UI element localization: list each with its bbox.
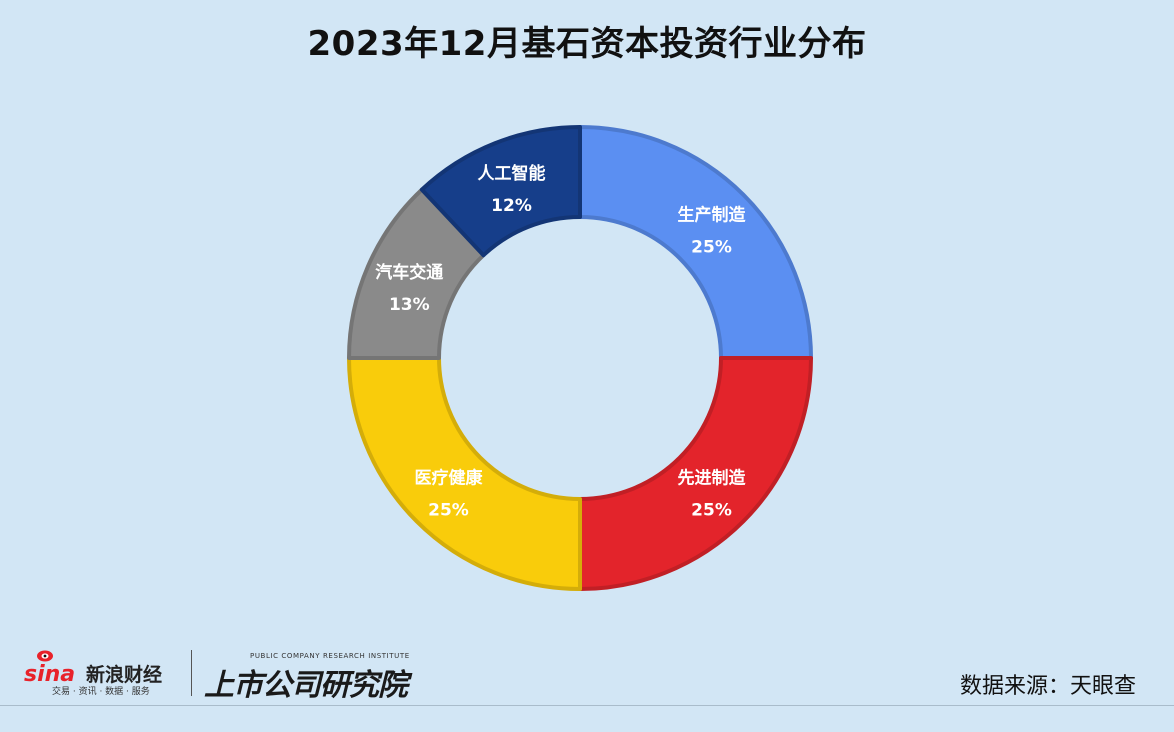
sina-tagline: 交易 · 资讯 · 数据 · 服务: [52, 687, 150, 697]
slice-label-0: 生产制造: [678, 204, 747, 225]
donut-slice-2: [347, 356, 582, 591]
slice-percent-0: 25%: [691, 237, 732, 257]
slice-percent-3: 13%: [389, 295, 430, 315]
institute-logo: PUBLIC COMPANY RESEARCH INSTITUTE 上市公司研究…: [204, 650, 424, 703]
sina-finance-name: 新浪财经: [86, 664, 163, 686]
slice-percent-1: 25%: [691, 501, 732, 521]
chart-title: 2023年12月基石资本投资行业分布: [307, 24, 867, 64]
slice-label-3: 汽车交通: [375, 262, 443, 283]
slice-label-1: 先进制造: [678, 468, 747, 489]
data-source: 数据来源：天眼查: [959, 674, 1136, 699]
slice-label-2: 医疗健康: [414, 468, 483, 489]
donut-slice-0: [578, 125, 813, 360]
sina-wordmark: sina: [24, 662, 76, 687]
sina-finance-logo: sina 新浪财经 交易 · 资讯 · 数据 · 服务: [22, 648, 182, 697]
logo-divider: [191, 650, 192, 696]
footer-divider: [0, 705, 1174, 706]
slice-label-4: 人工智能: [478, 163, 546, 184]
slice-percent-4: 12%: [491, 196, 532, 216]
institute-chinese-name: 上市公司研究院: [204, 668, 408, 703]
slice-percent-2: 25%: [428, 501, 469, 521]
institute-english-name: PUBLIC COMPANY RESEARCH INSTITUTE: [250, 652, 410, 660]
sina-eye-icon: [37, 650, 53, 662]
donut-slice-4: [419, 125, 582, 258]
donut-slice-1: [578, 356, 813, 591]
